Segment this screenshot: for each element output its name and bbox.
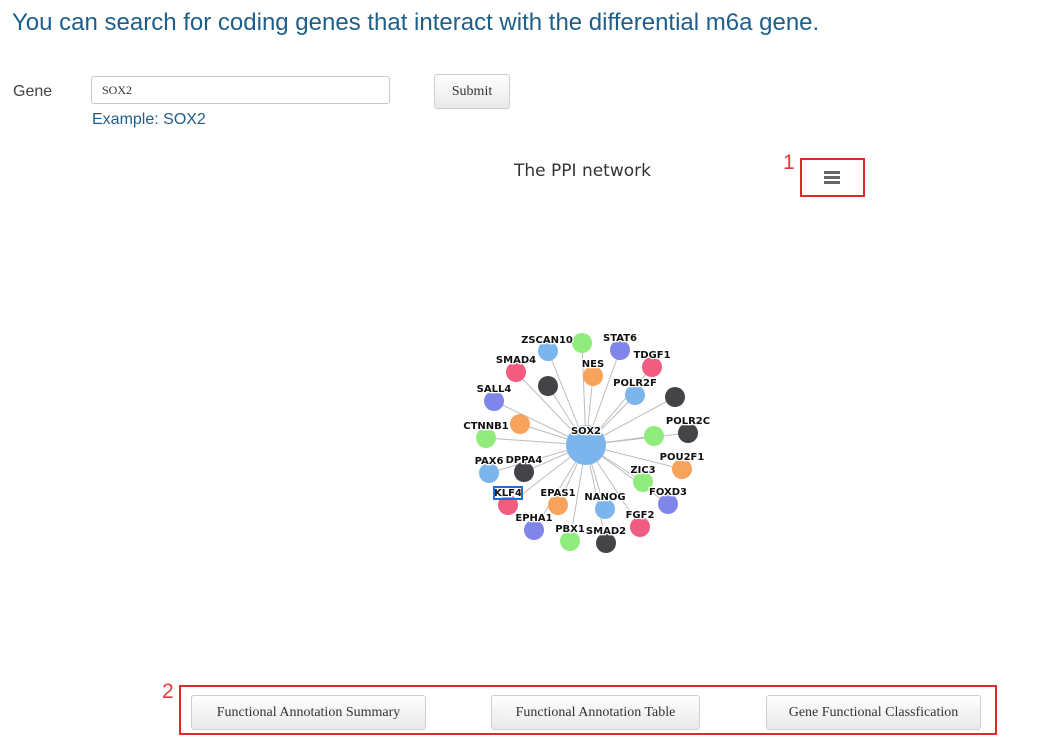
annotation-box-1 <box>800 158 865 197</box>
network-node-label: CTNNB1 <box>463 421 509 432</box>
network-center-label: SOX2 <box>571 426 601 437</box>
submit-button[interactable]: Submit <box>434 74 510 109</box>
network-node-label: NANOG <box>584 492 625 503</box>
network-node[interactable] <box>506 362 526 382</box>
network-node[interactable] <box>560 531 580 551</box>
network-node-label: FOXD3 <box>649 487 687 498</box>
network-node-label: STAT6 <box>603 333 637 344</box>
network-node-label: DPPA4 <box>506 455 543 466</box>
network-node-label: NES <box>582 359 604 370</box>
network-node[interactable] <box>510 414 530 434</box>
network-node[interactable] <box>479 463 499 483</box>
chart-title: The PPI network <box>514 161 651 181</box>
network-node[interactable] <box>538 376 558 396</box>
network-node[interactable] <box>642 357 662 377</box>
gene-functional-classification-button[interactable]: Gene Functional Classfication <box>766 695 981 730</box>
selected-node-highlight <box>493 486 523 500</box>
annotation-box-2 <box>179 685 997 735</box>
network-node-label: ZIC3 <box>630 465 655 476</box>
network-node-label: KLF4 <box>494 488 522 499</box>
network-node-label: ZSCAN10 <box>521 335 573 346</box>
network-node-label: POLR2F <box>613 378 657 389</box>
network-node[interactable] <box>644 426 664 446</box>
gene-input[interactable] <box>91 76 390 104</box>
gene-label: Gene <box>13 83 53 100</box>
hamburger-menu-icon <box>824 170 840 184</box>
annotation-marker-2: 2 <box>162 680 174 703</box>
ppi-network-graph[interactable]: ZSCAN10 STAT6 NES TDGF1 SMAD4 POLR2F SALL4 POLR… <box>440 320 730 560</box>
network-node[interactable] <box>548 495 568 515</box>
network-node-label: SALL4 <box>477 384 512 395</box>
network-node-label: PBX1 <box>555 524 585 535</box>
network-node-label: POU2F1 <box>660 452 705 463</box>
network-node[interactable] <box>596 533 616 553</box>
chart-menu-button[interactable] <box>812 164 852 190</box>
network-node[interactable] <box>572 333 592 353</box>
network-node[interactable] <box>524 520 544 540</box>
network-node[interactable] <box>658 494 678 514</box>
network-node-center[interactable] <box>566 425 606 465</box>
network-node-label: SMAD2 <box>586 526 626 537</box>
network-node[interactable] <box>514 462 534 482</box>
network-node-label: EPAS1 <box>540 488 575 499</box>
network-node[interactable] <box>484 391 504 411</box>
page-heading: You can search for coding genes that int… <box>12 9 820 36</box>
functional-annotation-table-button[interactable]: Functional Annotation Table <box>491 695 700 730</box>
network-node-label: PAX6 <box>475 456 504 467</box>
network-node-label: SMAD4 <box>496 355 536 366</box>
network-node[interactable] <box>678 423 698 443</box>
network-node[interactable] <box>630 517 650 537</box>
network-node-label: TDGF1 <box>633 350 670 361</box>
example-hint: Example: SOX2 <box>92 111 206 128</box>
network-node-label: FGF2 <box>626 510 655 521</box>
network-node[interactable] <box>476 428 496 448</box>
annotation-marker-1: 1 <box>783 151 795 174</box>
network-node[interactable] <box>595 499 615 519</box>
network-node-label: EPHA1 <box>515 513 552 524</box>
network-node[interactable] <box>610 340 630 360</box>
network-node[interactable] <box>633 472 653 492</box>
network-node[interactable] <box>583 366 603 386</box>
network-node-label: POLR2C <box>666 416 710 427</box>
network-node[interactable] <box>625 385 645 405</box>
network-node[interactable] <box>665 387 685 407</box>
network-node[interactable] <box>672 459 692 479</box>
functional-annotation-summary-button[interactable]: Functional Annotation Summary <box>191 695 426 730</box>
network-node[interactable] <box>538 341 558 361</box>
